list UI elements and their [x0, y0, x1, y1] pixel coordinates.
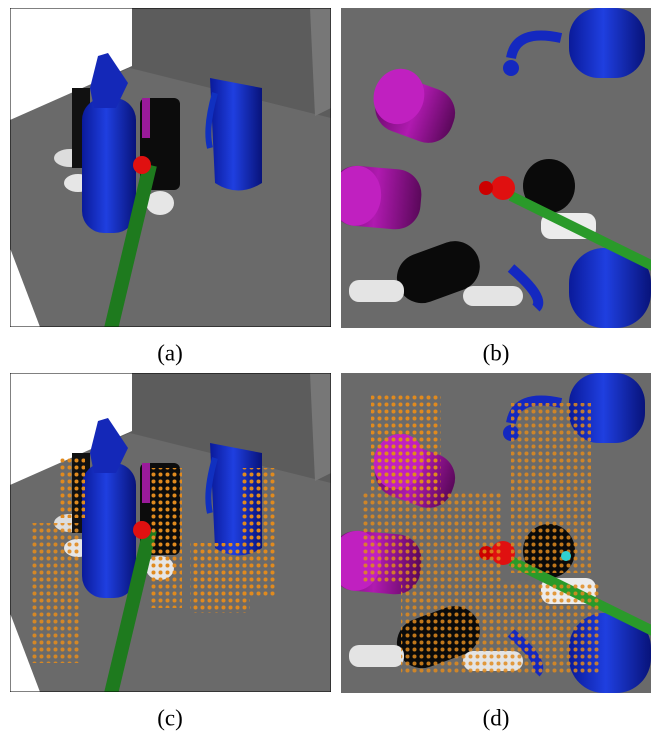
scene-shape — [150, 468, 182, 608]
scene-shape — [401, 583, 601, 673]
scene-shape — [561, 551, 571, 561]
scene-shape — [329, 8, 651, 328]
scene-shape — [511, 403, 591, 573]
caption: (b) — [483, 340, 510, 365]
panel-d-image — [329, 373, 651, 693]
scene-shape — [240, 468, 275, 598]
caption: (c) — [157, 705, 183, 730]
scene-shape — [361, 493, 501, 583]
page: (a) (b) (c) (d) (() => { const data = JS… — [0, 0, 651, 738]
caption: (a) — [157, 340, 183, 365]
panel-b-image — [329, 8, 651, 328]
scene-shape — [30, 523, 80, 663]
figure: (a) (b) (c) (d) — [0, 0, 651, 738]
scene-shape — [10, 8, 331, 333]
scene-shape — [60, 458, 85, 518]
scene-shape — [371, 393, 441, 493]
panel-a-image — [10, 8, 331, 333]
panel-c-image — [10, 373, 331, 698]
caption: (d) — [483, 705, 510, 730]
